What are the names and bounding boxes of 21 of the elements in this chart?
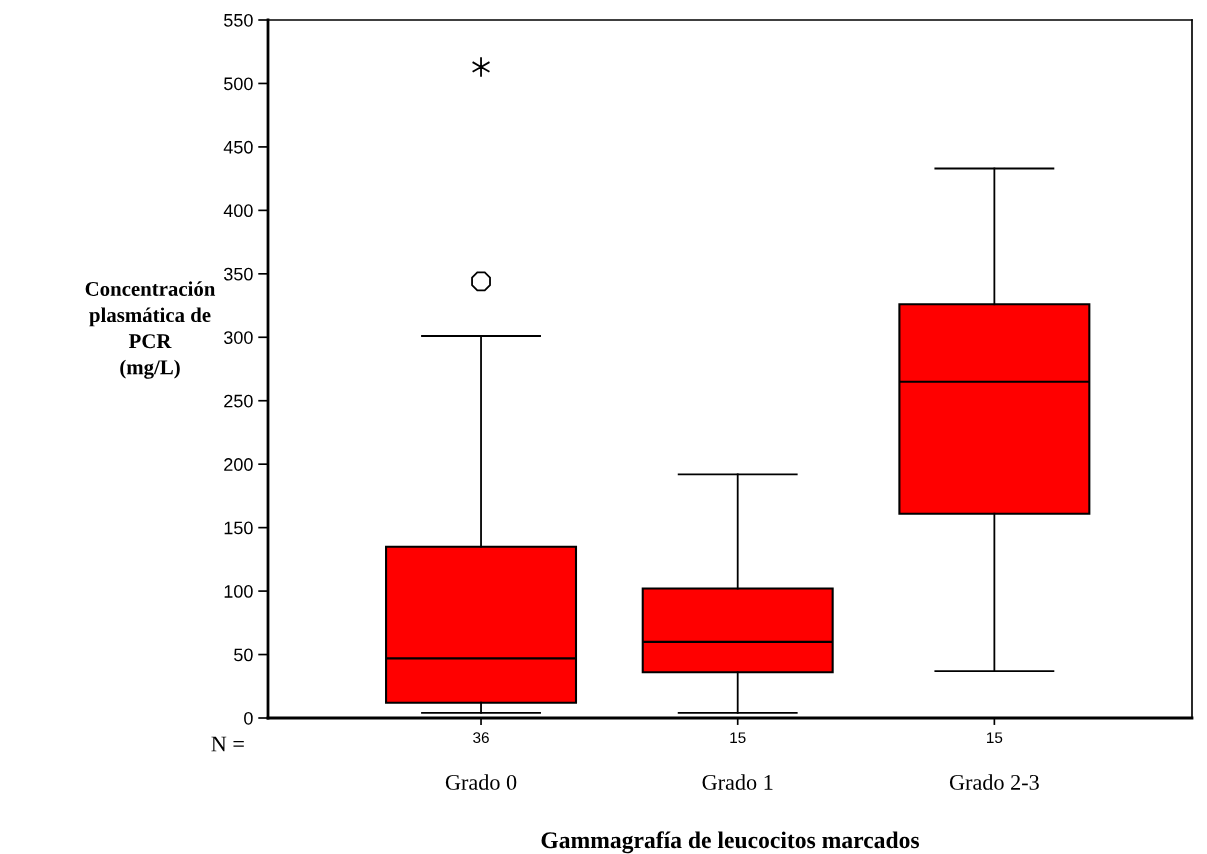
y-tick-label: 550 [224,13,253,27]
y-axis-title: Concentración plasmática de PCR (mg/L) [85,281,216,379]
y-tick-label: 350 [223,267,253,281]
text: 36 [473,732,489,744]
y-tick-label: 50 [234,648,253,662]
y-tick-label: 500 [224,77,253,91]
y-tick-label: 150 [224,521,253,535]
x-tick-label: Grado 0 [445,774,517,790]
y-tick-label: 100 [224,585,253,598]
y-tick-label: 450 [223,140,253,154]
y-tick-label: 300 [223,331,253,344]
y-tick-label: 400 [223,204,253,218]
text: 15 [730,732,746,744]
y-tick-label: 0 [244,711,253,725]
y-tick-label: 250 [224,394,253,408]
text: N = [211,736,244,752]
x-tick-label: Grado 1 [702,774,773,790]
text: 15 [987,732,1003,744]
y-tick-label: 200 [224,458,253,471]
x-tick-label: Grado 2-3 [949,774,1039,790]
x-axis-title: Gammagrafía de leucocitos marcados [541,831,920,854]
